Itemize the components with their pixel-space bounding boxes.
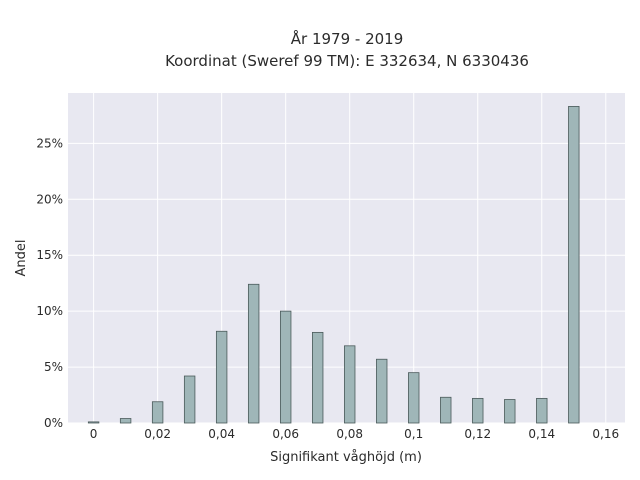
- y-axis-ticks: 0% 5% 10% 15% 20% 25%: [36, 136, 63, 430]
- histogram-bar: [568, 106, 580, 424]
- histogram-bar: [87, 421, 100, 424]
- x-axis-ticks: 0 0,02 0,04 0,06 0,08 0,1 0,12 0,14 0,16: [90, 427, 619, 441]
- y-tick-label: 10%: [36, 304, 63, 318]
- y-tick-label: 0%: [44, 416, 63, 430]
- bars: [87, 106, 580, 424]
- histogram-bar: [279, 310, 292, 424]
- histogram-bar: [119, 418, 132, 424]
- x-tick-label: 0,12: [464, 427, 491, 441]
- histogram-bar: [183, 375, 196, 424]
- histogram-bar: [472, 397, 484, 424]
- x-tick-label: 0,02: [144, 427, 171, 441]
- x-tick-label: 0,1: [404, 427, 423, 441]
- x-tick-label: 0,14: [528, 427, 555, 441]
- x-tick-label: 0: [90, 427, 98, 441]
- chart-title-line2: Koordinat (Sweref 99 TM): E 332634, N 63…: [165, 52, 529, 70]
- x-tick-label: 0,16: [592, 427, 619, 441]
- chart-title-line1: År 1979 - 2019: [291, 29, 404, 48]
- histogram-bar: [440, 396, 452, 424]
- x-tick-label: 0,08: [336, 427, 363, 441]
- histogram-bar: [312, 331, 324, 424]
- y-tick-label: 25%: [36, 136, 63, 150]
- y-axis-label: Andel: [14, 240, 29, 277]
- histogram-bar: [408, 372, 420, 424]
- x-tick-label: 0,06: [272, 427, 299, 441]
- y-tick-label: 20%: [36, 192, 63, 206]
- histogram-bar: [151, 401, 164, 424]
- histogram-bar: [247, 283, 260, 424]
- histogram-bar: [376, 358, 388, 424]
- y-tick-label: 15%: [36, 248, 63, 262]
- histogram-bar: [215, 330, 228, 424]
- histogram-bar: [536, 397, 548, 424]
- histogram-bar: [504, 399, 516, 424]
- x-tick-label: 0,04: [208, 427, 235, 441]
- histogram-bar: [344, 345, 356, 424]
- x-axis-label: Signifikant våghöjd (m): [270, 450, 422, 465]
- y-tick-label: 5%: [44, 360, 63, 374]
